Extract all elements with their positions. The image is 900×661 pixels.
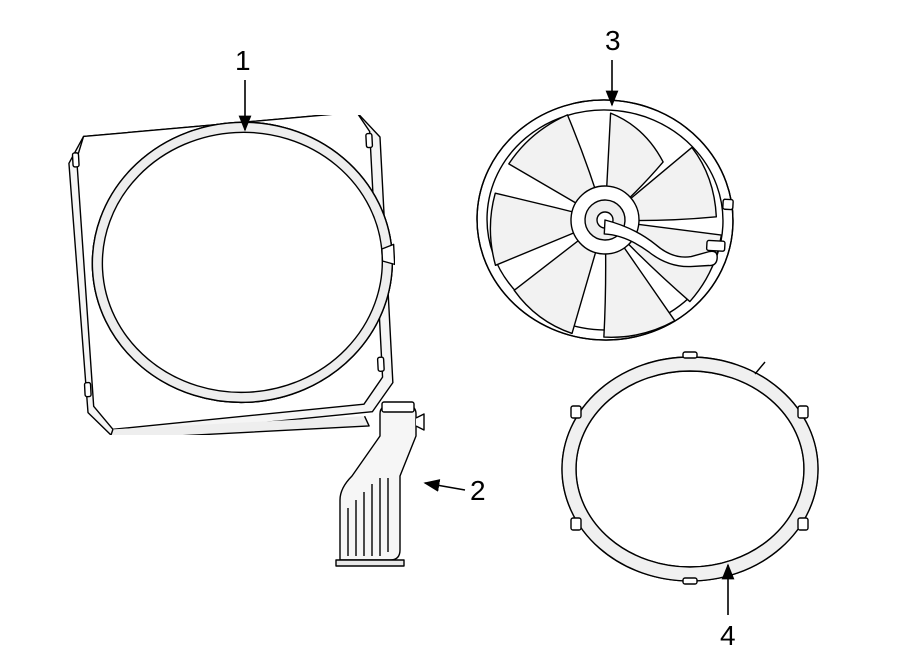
callout-number-2: 2 [470, 475, 486, 507]
callout-arrows [0, 0, 900, 661]
callout-number-1: 1 [235, 45, 251, 77]
callout-number-4: 4 [720, 620, 736, 652]
callout-arrow-2 [425, 483, 465, 490]
parts-diagram: 1 2 3 4 [0, 0, 900, 661]
callout-number-3: 3 [605, 25, 621, 57]
